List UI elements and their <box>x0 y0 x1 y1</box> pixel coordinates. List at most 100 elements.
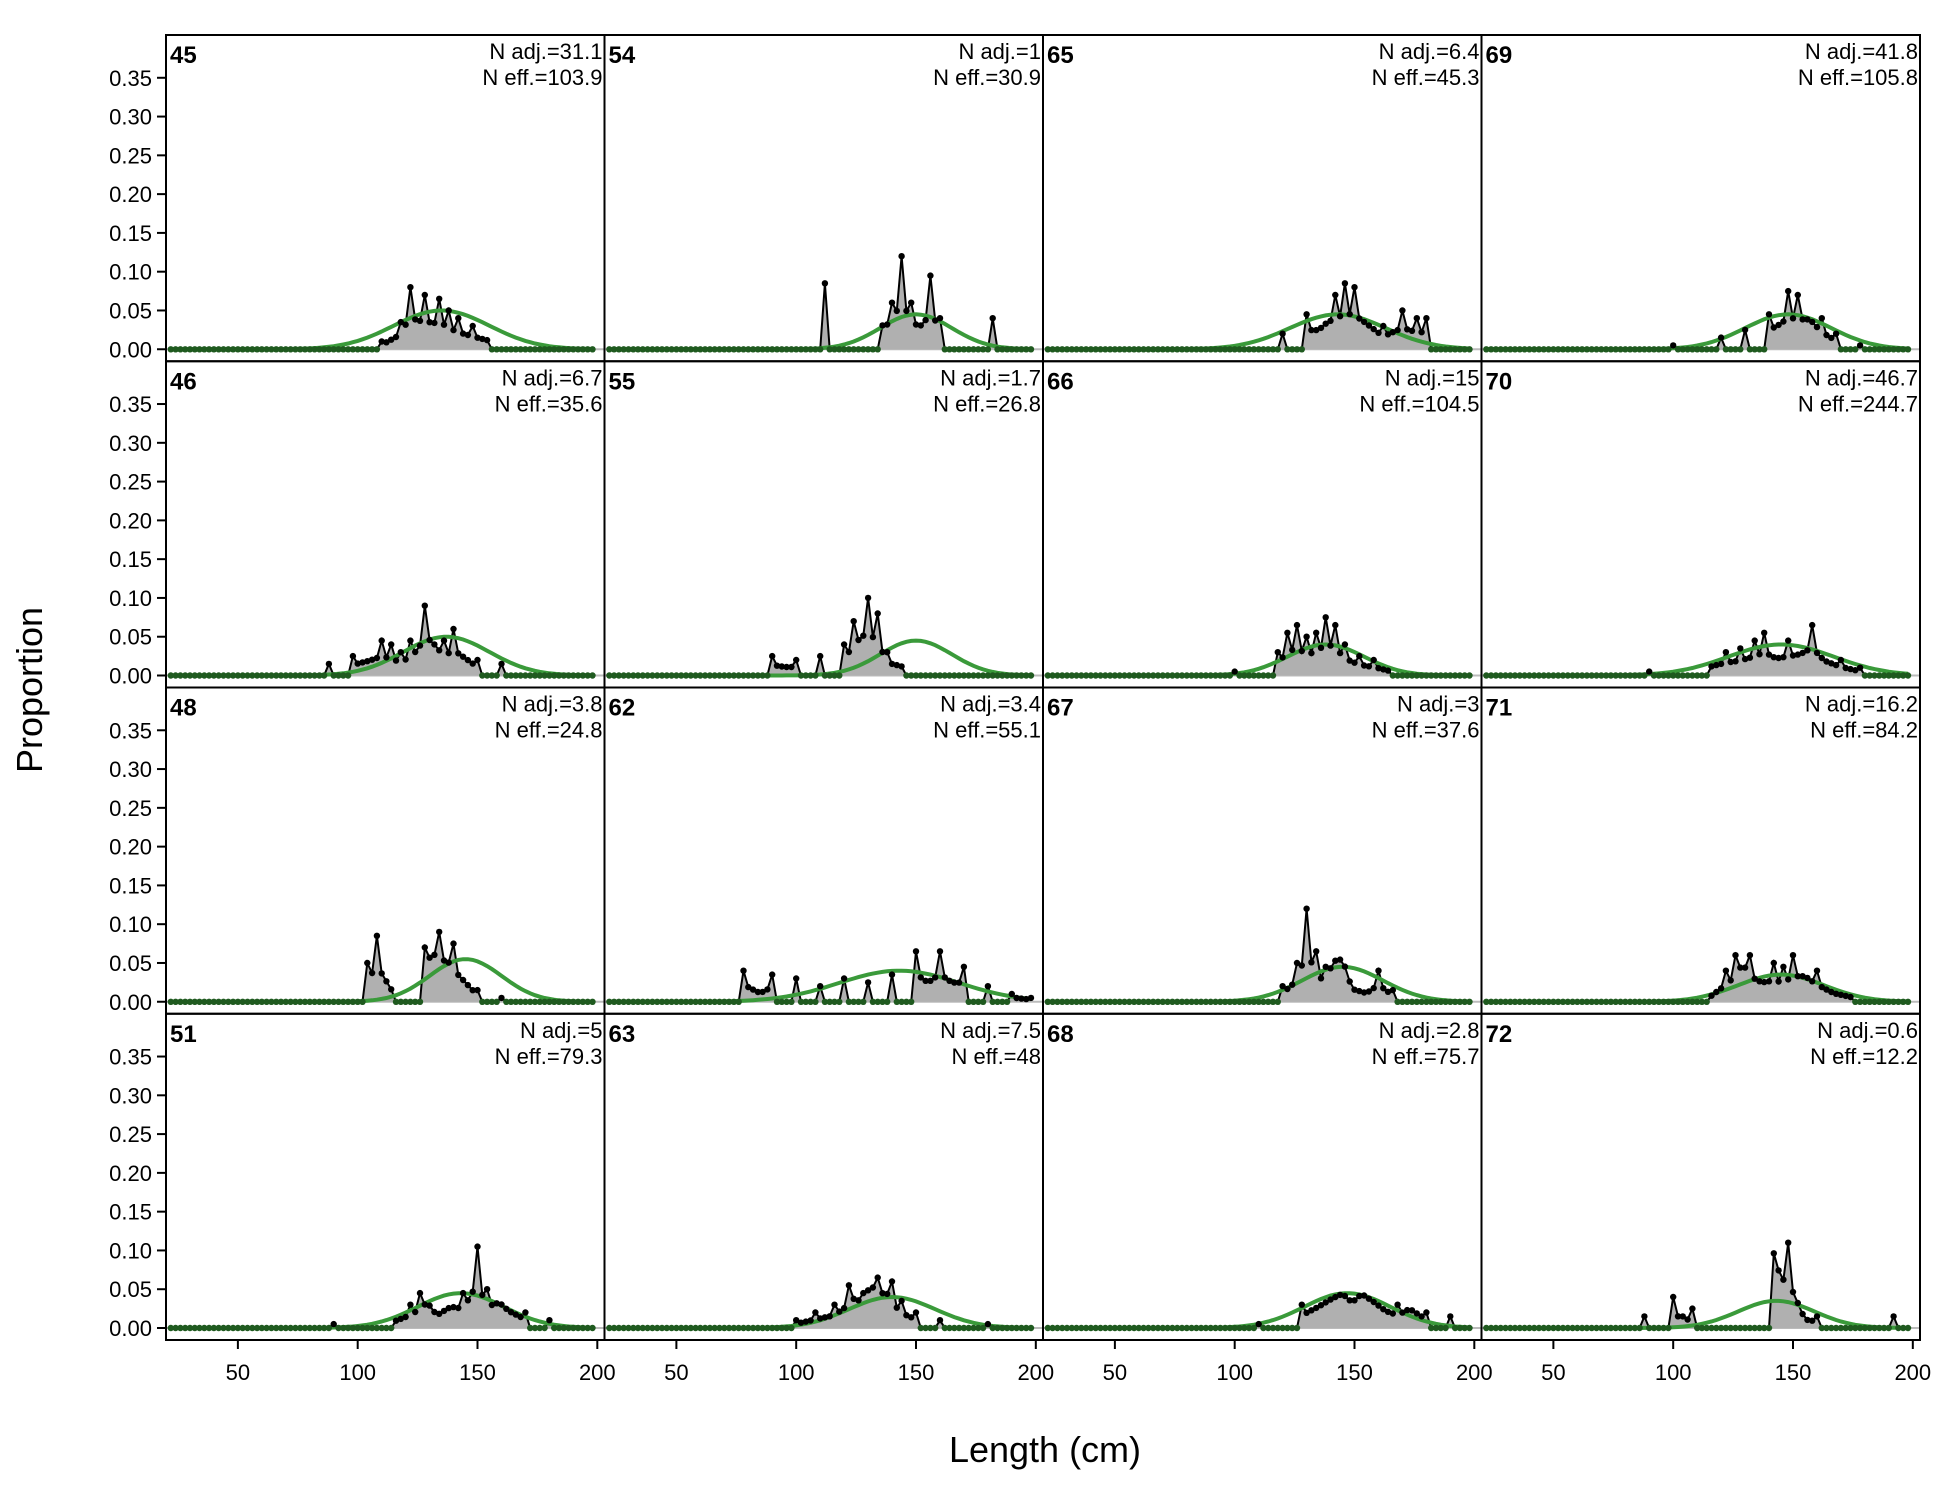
observed-point <box>474 656 481 664</box>
observed-point <box>1423 1309 1430 1316</box>
observed-point <box>1641 346 1648 353</box>
observed-point <box>1250 672 1258 679</box>
observed-point <box>436 928 443 936</box>
observed-point <box>215 672 222 679</box>
observed-point <box>503 1305 510 1313</box>
observed-point <box>1049 998 1056 1005</box>
observed-point <box>388 641 395 648</box>
observed-point <box>301 998 309 1005</box>
observed-point <box>1842 1324 1849 1332</box>
observed-line <box>1047 908 1470 1003</box>
observed-point <box>893 661 900 669</box>
observed-point <box>682 672 690 679</box>
observed-point <box>373 346 381 353</box>
observed-point <box>531 672 539 679</box>
observed-point <box>1154 346 1162 353</box>
observed-point <box>344 672 352 679</box>
observed-point <box>1447 346 1454 353</box>
observed-point <box>1207 1324 1214 1332</box>
observed-point <box>1540 998 1548 1005</box>
observed-point <box>1102 672 1109 679</box>
observed-point <box>955 979 963 986</box>
observed-point <box>383 978 390 985</box>
observed-point <box>1535 1324 1543 1332</box>
observed-point <box>1818 654 1826 662</box>
observed-point <box>560 1324 567 1332</box>
observed-point <box>1241 998 1248 1005</box>
observed-point <box>1466 672 1473 679</box>
observed-point <box>1823 986 1830 993</box>
observed-point <box>1574 1324 1581 1332</box>
observed-point <box>565 998 572 1005</box>
observed-point <box>1550 346 1557 353</box>
observed-point <box>1293 346 1301 353</box>
observed-point <box>1092 1324 1099 1332</box>
observed-point <box>1461 998 1468 1005</box>
observed-point <box>1255 672 1262 679</box>
observed-point <box>1269 1324 1277 1332</box>
observed-point <box>297 346 304 353</box>
observed-point <box>1140 672 1147 679</box>
observed-point <box>527 672 534 679</box>
observed-point <box>1612 672 1619 679</box>
observed-point <box>1145 998 1152 1005</box>
observed-point <box>1852 667 1859 674</box>
observed-point <box>344 1324 352 1332</box>
observed-point <box>1679 998 1687 1005</box>
observed-point <box>1121 346 1128 353</box>
observed-point <box>1741 1324 1749 1332</box>
observed-point <box>716 346 723 353</box>
observed-point <box>1078 998 1085 1005</box>
observed-point <box>630 346 637 353</box>
observed-point <box>378 637 385 644</box>
observed-point <box>191 346 198 353</box>
observed-point <box>330 1320 337 1328</box>
observed-point <box>639 346 646 353</box>
observed-point <box>884 1290 891 1298</box>
observed-point <box>531 346 539 353</box>
observed-point <box>1564 1324 1572 1332</box>
observed-point <box>1018 1324 1025 1332</box>
observed-point <box>177 672 184 679</box>
observed-point <box>888 299 896 306</box>
observed-point <box>941 974 948 981</box>
observed-point <box>488 346 496 353</box>
observed-point <box>306 1324 313 1332</box>
x-tick-label: 200 <box>1017 1360 1054 1385</box>
observed-point <box>436 647 443 654</box>
observed-point <box>1900 672 1907 679</box>
observed-point <box>864 1287 872 1294</box>
observed-point <box>1713 346 1720 353</box>
observed-point <box>551 672 558 679</box>
observed-point <box>1022 1324 1030 1332</box>
observed-point <box>951 979 958 986</box>
n-eff-label: N eff.=84.2 <box>1810 718 1918 743</box>
observed-point <box>754 346 762 353</box>
observed-point <box>1598 672 1605 679</box>
observed-point <box>1516 346 1524 353</box>
observed-point <box>1559 672 1567 679</box>
observed-point <box>1871 1324 1878 1332</box>
observed-point <box>1008 1324 1015 1332</box>
observed-point <box>1150 672 1157 679</box>
observed-point <box>630 1324 637 1332</box>
observed-point <box>922 672 929 679</box>
observed-point <box>1116 1324 1123 1332</box>
observed-point <box>498 660 505 668</box>
observed-point <box>1150 998 1157 1005</box>
observed-point <box>388 336 395 343</box>
observed-point <box>493 1300 500 1307</box>
observed-point <box>836 998 843 1005</box>
observed-point <box>778 998 785 1005</box>
observed-point <box>1245 672 1253 679</box>
observed-point <box>1461 346 1468 353</box>
observed-point <box>1689 998 1696 1005</box>
observed-point <box>1636 346 1643 353</box>
observed-point <box>673 998 680 1005</box>
observed-point <box>1375 329 1382 336</box>
observed-point <box>1578 998 1586 1005</box>
observed-point <box>831 998 838 1005</box>
observed-point <box>1365 322 1373 329</box>
observed-point <box>1828 988 1835 996</box>
observed-point <box>287 672 294 679</box>
